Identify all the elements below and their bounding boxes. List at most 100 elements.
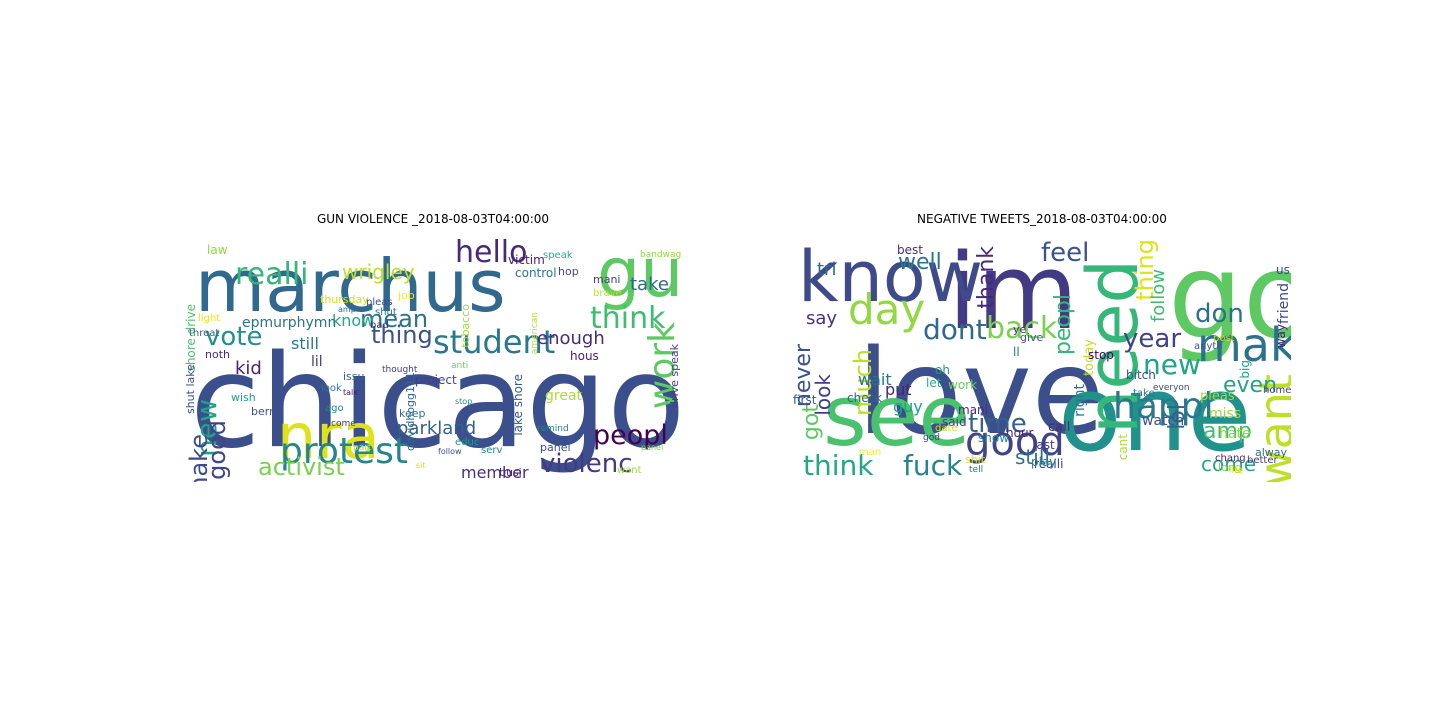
cloud-word: miss — [1209, 406, 1242, 422]
cloud-word: mean — [360, 305, 429, 333]
cloud-word: man — [859, 447, 882, 458]
cloud-word: job — [398, 289, 415, 302]
cloud-word: right — [1072, 384, 1088, 417]
cloud-word: good — [965, 419, 1065, 465]
cloud-word: realli — [1034, 457, 1064, 471]
cloud-word: friend — [1276, 283, 1291, 324]
cloud-word: don — [1195, 299, 1244, 329]
cloud-word: american — [530, 312, 540, 355]
cloud-word: part — [353, 443, 372, 453]
cloud-word: kid — [235, 358, 262, 379]
cloud-word: remind — [537, 424, 569, 434]
cloud-word: law — [207, 243, 228, 257]
cloud-word: follow — [1148, 269, 1169, 323]
cloud-word: make — [185, 434, 213, 482]
cloud-word: wish — [231, 391, 256, 404]
cloud-word: pleas — [366, 297, 393, 308]
cloud-word: vote — [205, 322, 263, 352]
cloud-word: student — [433, 323, 556, 361]
cloud-word: peopl — [1051, 294, 1076, 356]
cloud-word: show — [978, 431, 1010, 445]
cloud-word: well — [898, 250, 942, 275]
cloud-word: hate — [1219, 426, 1251, 442]
word-cloud: lovegoimoneknowseeneedmakehappigooddaywa… — [793, 234, 1291, 482]
cloud-word: best — [897, 243, 923, 257]
cloud-word: member — [461, 463, 529, 482]
cloud-word: play — [1031, 455, 1057, 469]
cloud-word: take — [1133, 388, 1155, 399]
cloud-word: chicago — [190, 328, 681, 477]
cloud-word: say — [806, 308, 838, 329]
cloud-word: thought — [382, 365, 418, 375]
cloud-word: lake shore — [511, 374, 525, 436]
cloud-word: look — [321, 383, 342, 394]
cloud-word: wait — [858, 370, 892, 389]
cloud-word: anyth — [1194, 341, 1223, 352]
cloud-word: hour — [1006, 426, 1034, 440]
cloud-word: marchus — [195, 244, 506, 328]
cloud-word: educ — [455, 437, 480, 448]
cloud-word: new — [1143, 348, 1201, 381]
cloud-word: pleas — [1200, 389, 1235, 404]
cloud-word: talk — [343, 388, 358, 397]
cloud-word: hello — [455, 235, 528, 270]
panel-title: GUN VIOLENCE _2018-08-03T04:00:00 — [316, 212, 550, 226]
cloud-word: nra — [277, 400, 380, 473]
cloud-word: make — [1197, 318, 1291, 372]
cloud-word: way — [1274, 324, 1288, 349]
cloud-word: put — [885, 380, 912, 399]
cloud-word: year — [1123, 324, 1182, 354]
cloud-word: thing — [371, 321, 433, 349]
cloud-word: threat — [189, 328, 220, 339]
cloud-word: activist — [258, 453, 345, 481]
cloud-word: victim — [508, 253, 545, 267]
cloud-word: shut lake — [185, 364, 197, 415]
cloud-word: chang — [1215, 453, 1246, 464]
cloud-word: sit — [416, 461, 426, 470]
cloud-word: busi — [499, 466, 522, 479]
cloud-word: big — [1238, 360, 1252, 379]
cloud-word: still — [1015, 445, 1050, 469]
cloud-word: let — [926, 376, 942, 390]
cloud-word: see — [823, 367, 971, 465]
cloud-word: great — [545, 388, 583, 404]
cloud-word: said — [942, 415, 967, 429]
cloud-word: know — [798, 236, 983, 318]
cloud-word: stop — [1088, 348, 1114, 362]
cloud-word: hous — [570, 349, 599, 363]
cloud-word: wrigley — [342, 260, 415, 284]
cloud-word: one — [1058, 353, 1252, 475]
cloud-word: brave — [593, 288, 622, 299]
cloud-word: god — [923, 433, 940, 443]
cloud-word: come — [1201, 452, 1257, 476]
wordcloud-panel-negative-tweets: NEGATIVE TWEETS_2018-08-03T04:00:00 love… — [793, 212, 1291, 484]
cloud-word: ye — [1013, 323, 1027, 336]
cloud-word: mani — [593, 273, 621, 286]
cloud-word: control — [515, 266, 557, 280]
cloud-word: everyon — [1153, 383, 1190, 393]
cloud-word: post — [1213, 333, 1235, 344]
cloud-word: violenc — [540, 449, 633, 479]
cloud-word: im — [948, 234, 1079, 353]
cloud-word: panel — [540, 441, 571, 454]
cloud-word: keep — [399, 407, 426, 420]
cloud-word: oh — [935, 363, 950, 377]
cloud-word: dont — [923, 313, 987, 346]
cloud-word: drive speak — [668, 344, 681, 408]
cloud-word: take — [630, 274, 669, 295]
cloud-word: better — [1247, 455, 1278, 466]
cloud-word: come — [331, 419, 356, 429]
cloud-word: day — [848, 285, 926, 334]
cloud-word: lil — [311, 354, 323, 370]
cloud-word: us — [1276, 263, 1290, 277]
cloud-word: know — [332, 311, 375, 330]
cloud-word: anti — [451, 361, 469, 371]
cloud-word: amp — [338, 305, 356, 314]
cloud-word: light — [198, 313, 221, 324]
wordcloud-panel-gun-violence: GUN VIOLENCE _2018-08-03T04:00:00 chicag… — [185, 212, 681, 484]
cloud-word: berni — [251, 405, 280, 418]
cloud-word: last — [1033, 438, 1055, 452]
cloud-word: follow — [438, 447, 462, 456]
cloud-word: amp — [1203, 419, 1252, 444]
cloud-word: parkland — [397, 418, 477, 439]
